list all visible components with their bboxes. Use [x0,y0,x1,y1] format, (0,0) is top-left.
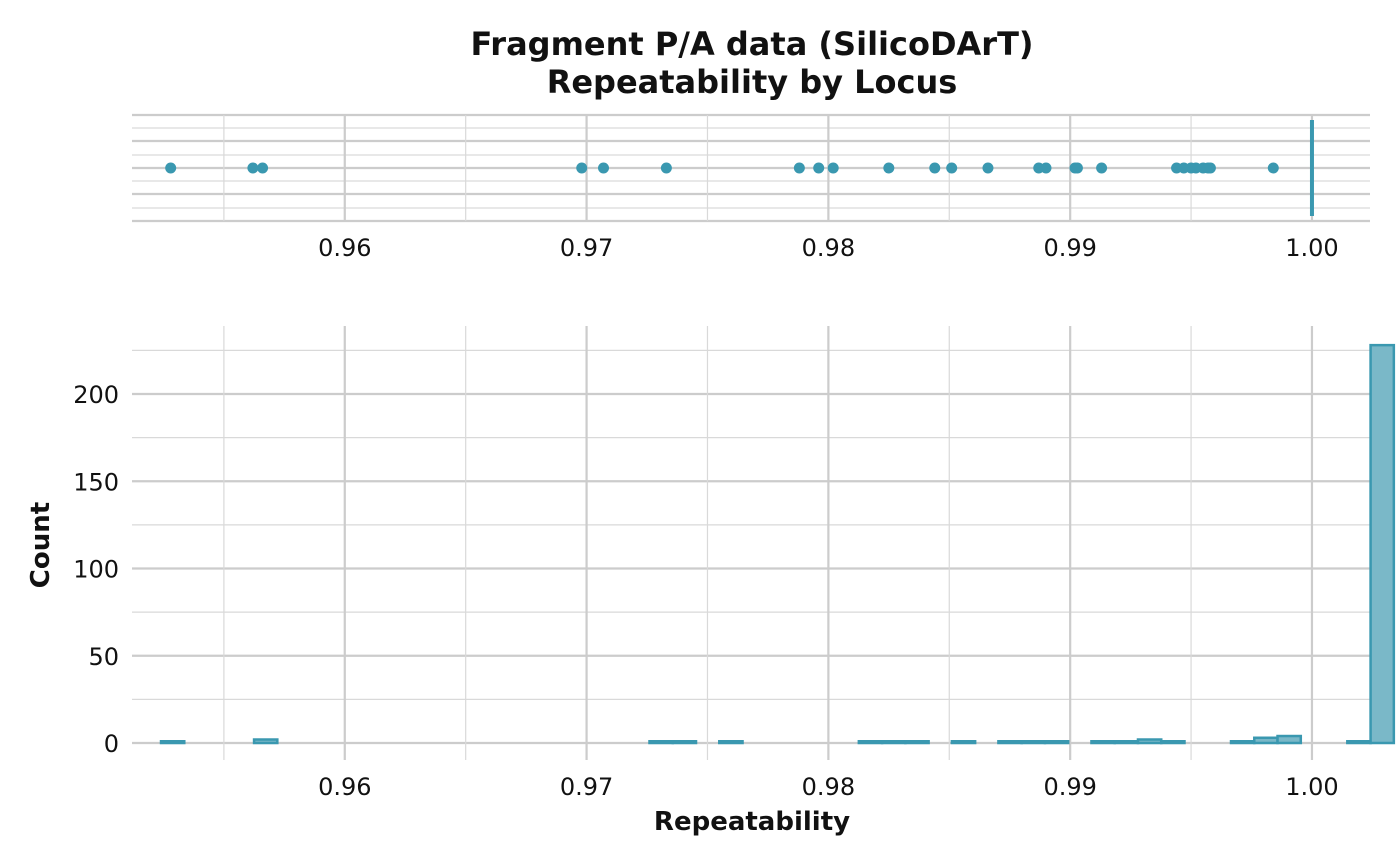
dot-strip-point [247,162,259,174]
histogram-x-tick-label: 0.98 [802,773,855,801]
histogram-bar [1020,740,1047,745]
histogram-bar [671,740,698,745]
histogram-bar [904,740,930,745]
histogram-y-axis: 0 50 100 150 200 [73,381,119,758]
histogram-x-tick-label: 0.97 [560,773,613,801]
histogram-bar [1113,740,1140,745]
dot-strip-x-tick-label: 0.97 [560,234,613,262]
histogram-bar [1159,740,1186,745]
x-axis-title: Repeatability [654,807,850,837]
histogram-bar [718,740,744,745]
dot-strip-point [982,162,994,174]
histogram-y-tick-label: 150 [73,468,119,496]
histogram-bar [1253,736,1279,745]
dot-strip-point [1267,162,1279,174]
histogram-bar [1043,740,1070,745]
histogram-grid [132,326,1370,760]
histogram-bar [1136,738,1163,745]
dot-strip-point [827,162,839,174]
histogram-bar [997,740,1023,745]
dot-strip-panel: 0.96 0.97 0.98 0.99 1.00 [132,113,1370,262]
dot-strip-point [946,162,958,174]
dot-strip-point [257,162,269,174]
histogram-panel: 0.96 0.97 0.98 0.99 1.00 0 50 100 150 200 [73,326,1396,801]
histogram-x-tick-label: 0.99 [1043,773,1096,801]
dot-strip-points [165,120,1314,216]
histogram-bar [1346,740,1372,745]
histogram-bar [1229,740,1256,745]
histogram-bar [648,740,675,745]
dot-strip-x-tick-label: 0.99 [1043,234,1096,262]
dot-strip-point [1096,162,1108,174]
histogram-y-tick-label: 200 [73,381,119,409]
dot-strip-x-tick-label: 1.00 [1285,234,1338,262]
dot-strip-x-axis: 0.96 0.97 0.98 0.99 1.00 [318,234,1339,262]
histogram-x-tick-label: 1.00 [1285,773,1338,801]
dot-strip-point [598,162,610,174]
dot-strip-point [660,162,672,174]
dot-strip-x-tick-label: 0.98 [802,234,855,262]
chart-title: Fragment P/A data (SilicoDArT) [470,25,1033,63]
histogram-bar [950,740,977,745]
dot-strip-point [165,162,177,174]
histogram-bar [880,740,907,745]
dot-strip-point [1204,162,1216,174]
histogram-x-axis: 0.96 0.97 0.98 0.99 1.00 [318,773,1339,801]
dot-strip-point [793,162,805,174]
dot-strip-x-tick-label: 0.96 [318,234,371,262]
dot-strip-point [813,162,825,174]
histogram-y-tick-label: 100 [73,556,119,584]
histogram-bar [252,738,279,745]
chart-subtitle: Repeatability by Locus [547,63,958,101]
histogram-bar [159,740,186,745]
histogram-x-tick-label: 0.96 [318,773,371,801]
histogram-y-tick-label: 50 [88,643,119,671]
histogram-bar [1369,343,1396,745]
histogram-bars [159,343,1396,745]
dot-strip-point [1040,162,1052,174]
histogram-bar [857,740,884,745]
histogram-bar [1090,740,1116,745]
y-axis-title: Count [26,502,56,588]
histogram-y-tick-label: 0 [104,730,119,758]
dot-strip-point [929,162,941,174]
dot-strip-point [883,162,895,174]
dot-strip-point [1071,162,1083,174]
histogram-bar [1276,734,1303,745]
dot-strip-point [576,162,588,174]
